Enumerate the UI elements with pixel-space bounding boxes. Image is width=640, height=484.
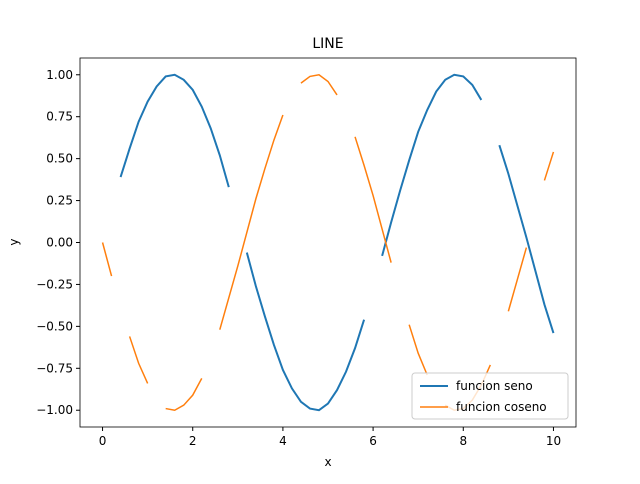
y-tick-label: 0.25 [46, 194, 73, 208]
y-tick-label: −0.25 [36, 277, 73, 291]
x-tick-label: 6 [369, 434, 377, 448]
y-axis-label: y [7, 238, 21, 245]
x-tick-label: 8 [459, 434, 467, 448]
x-axis-label: x [324, 455, 331, 469]
y-tick-label: 0.75 [46, 110, 73, 124]
plot-frame [79, 57, 577, 428]
x-tick-label: 0 [99, 434, 107, 448]
x-tick-label: 10 [546, 434, 561, 448]
y-tick-label: −0.75 [36, 361, 73, 375]
x-tick-label: 4 [279, 434, 287, 448]
y-tick-label: −0.50 [36, 319, 73, 333]
legend-label: funcion seno [456, 379, 533, 393]
line-series [119, 73, 555, 412]
legend-frame [411, 372, 569, 420]
legend: funcion seno funcion coseno [411, 372, 569, 420]
y-tick-label: 1.00 [46, 68, 73, 82]
y-tick-label: 0.50 [46, 152, 73, 166]
y-tick-label: −1.00 [36, 403, 73, 417]
chart-title: LINE [312, 36, 343, 52]
legend-label: funcion coseno [456, 400, 547, 414]
y-tick-label: 0.00 [46, 236, 73, 250]
x-tick-label: 2 [189, 434, 197, 448]
